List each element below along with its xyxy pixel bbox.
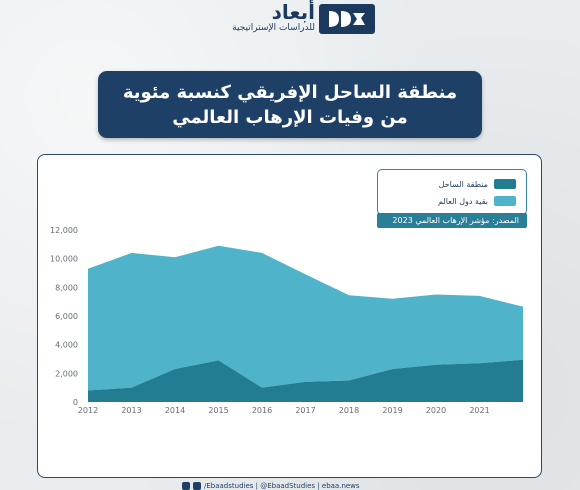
- y-tick-label: 4,000: [55, 341, 78, 350]
- legend-label-rest-of-world: بقية دول العالم: [437, 196, 488, 206]
- legend-swatch-rest-of-world: [494, 196, 516, 206]
- area-series-rest-of-world: [88, 245, 523, 391]
- legend-item-sahel: منطقة الساحل: [439, 179, 516, 189]
- chart-source: المصدر: مؤشر الإرهاب العالمي 2023: [377, 213, 527, 228]
- x-tick-label: 2012: [78, 406, 98, 415]
- chart-title-line-2: من وفيات الإرهاب العالمي: [172, 106, 408, 128]
- brand-tagline: للدراسات الإستراتيجية: [232, 23, 315, 33]
- footer-text[interactable]: /Ebaadstudies | @EbaadStudies | ebaa.new…: [204, 481, 360, 490]
- brand-name: أبعاد: [271, 0, 315, 24]
- y-tick-label: 10,000: [50, 255, 78, 264]
- legend-swatch-sahel: [494, 179, 516, 189]
- footer-social: /Ebaadstudies | @EbaadStudies | ebaa.new…: [182, 481, 402, 490]
- x-tick-label: 2020: [426, 406, 446, 415]
- x-tick-label: 2016: [252, 406, 272, 415]
- brand-logo: أبعاد للدراسات الإستراتيجية: [205, 2, 375, 36]
- twitter-icon: [193, 481, 201, 490]
- x-tick-label: 2014: [165, 406, 185, 415]
- brand-mark-icon: [319, 4, 375, 34]
- chart-title-banner: منطقة الساحل الإفريقي كنسبة مئوية من وفي…: [98, 71, 482, 138]
- y-tick-label: 0: [73, 398, 78, 407]
- y-axis-ticks: 0 2,000 4,000 6,000 8,000 10,000 12,000: [50, 226, 78, 407]
- brand-text: أبعاد للدراسات الإستراتيجية: [232, 2, 315, 34]
- x-axis-ticks: 2012 2013 2014 2015 2016 2017 2018 2019 2020 2021: [78, 406, 490, 415]
- chart-areas: [88, 245, 523, 402]
- x-tick-label: 2018: [339, 406, 359, 415]
- legend-item-rest-of-world: بقية دول العالم: [438, 196, 516, 206]
- x-tick-label: 2015: [208, 406, 228, 415]
- legend-label-sahel: منطقة الساحل: [438, 179, 488, 189]
- x-tick-label: 2021: [469, 406, 489, 415]
- y-tick-label: 8,000: [55, 283, 78, 292]
- area-series-sahel: [88, 359, 523, 402]
- y-tick-label: 2,000: [55, 369, 78, 378]
- y-tick-label: 6,000: [55, 312, 78, 321]
- y-tick-label: 12,000: [50, 226, 78, 235]
- chart-legend: منطقة الساحل بقية دول العالم: [377, 169, 527, 215]
- facebook-icon: [182, 481, 190, 490]
- chart-card: 0 2,000 4,000 6,000 8,000 10,000 12,000 2012 20…: [37, 154, 542, 478]
- x-tick-label: 2013: [121, 406, 141, 415]
- x-tick-label: 2017: [295, 406, 315, 415]
- x-tick-label: 2019: [382, 406, 402, 415]
- chart-title-line-1: منطقة الساحل الإفريقي كنسبة مئوية: [122, 81, 458, 103]
